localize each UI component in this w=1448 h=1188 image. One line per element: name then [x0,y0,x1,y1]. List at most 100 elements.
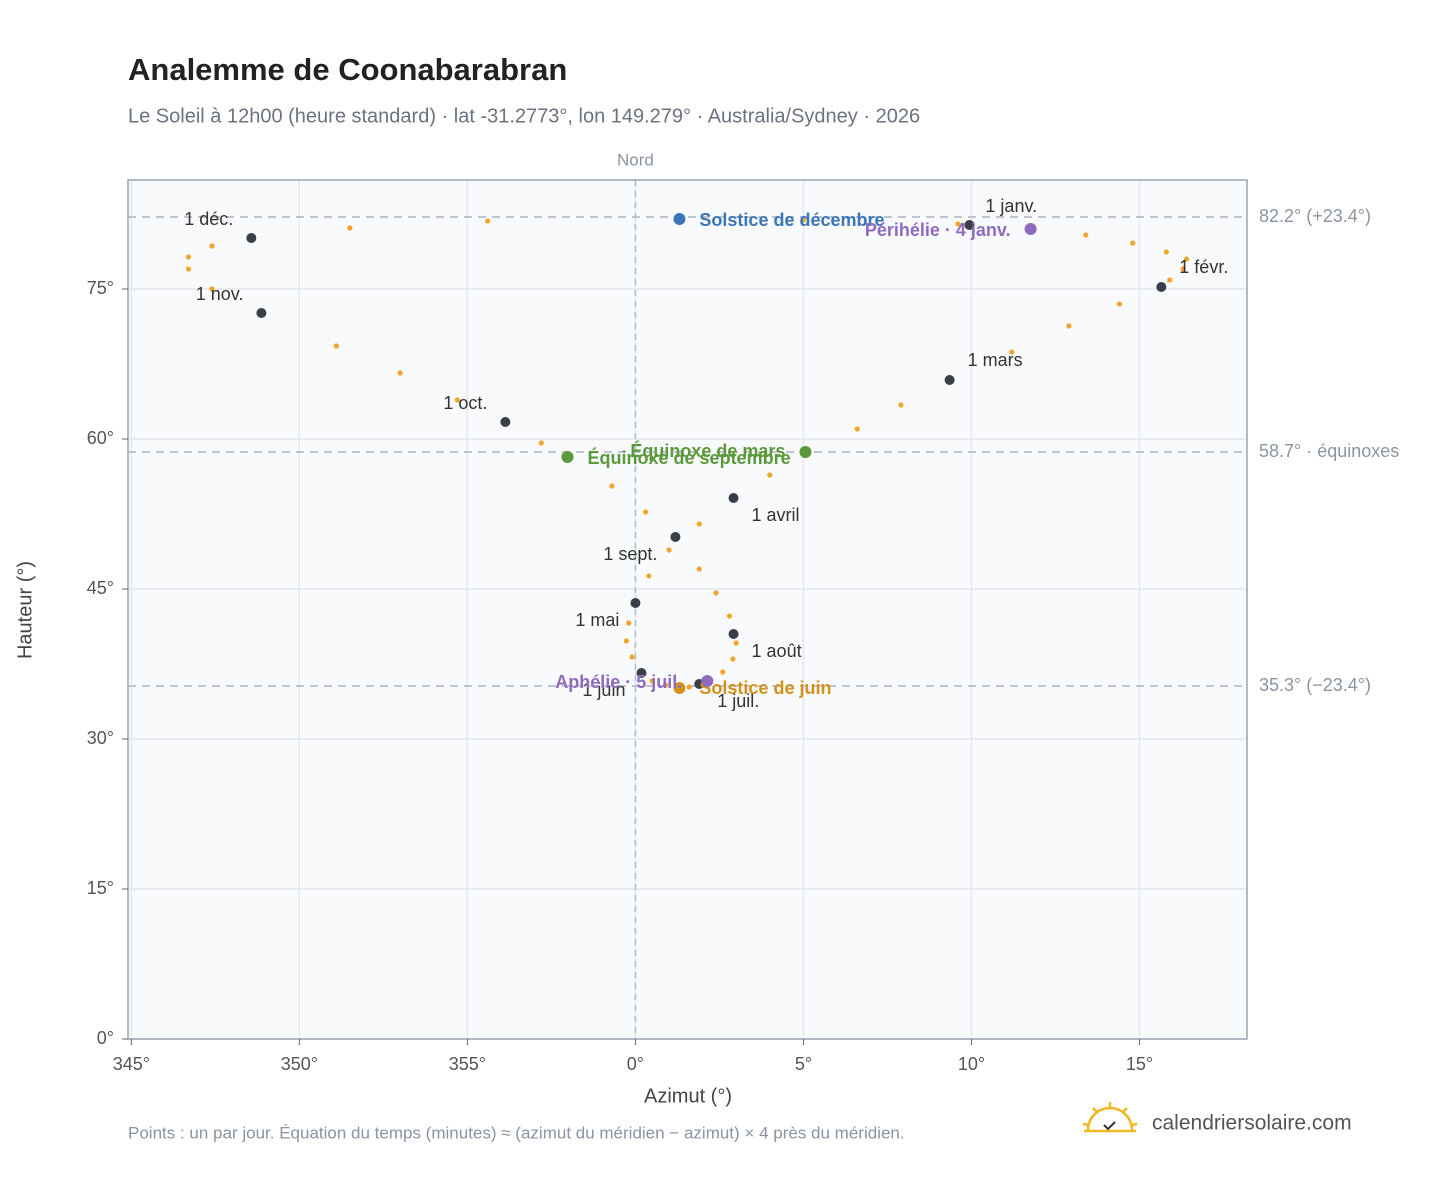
daily-point [767,472,773,478]
north-label: Nord [617,150,654,169]
daily-point [898,402,904,408]
event-label: Périhélie · 4 janv. [865,220,1011,240]
daily-point [209,243,215,249]
month-marker [500,417,511,427]
daily-point [726,613,733,619]
month-marker [670,532,681,542]
daily-point [646,573,652,579]
daily-point [800,217,807,223]
event-point [673,213,686,225]
daily-point [1116,301,1122,307]
event-label: Aphélie · 5 juil. [555,672,682,692]
event-point [673,682,686,694]
daily-point [454,397,460,403]
daily-point [629,654,635,660]
month-label: 1 sept. [603,544,657,564]
daily-point [626,620,632,626]
reference-label: 58.7° · équinoxes [1259,441,1399,461]
chart-title: Analemme de Coonabarabran [128,52,567,87]
daily-point [1130,240,1136,246]
reference-label: 82.2° (+23.4°) [1259,206,1371,226]
event-point [701,675,714,687]
footnote: Points : un par jour. Équation du temps … [128,1123,905,1142]
daily-point [347,225,353,231]
daily-point [484,218,491,224]
daily-point [1180,266,1186,272]
daily-point [666,547,672,553]
y-tick-label: 60° [87,428,114,448]
daily-point [696,521,702,527]
daily-point [397,370,403,376]
daily-point [609,483,615,489]
month-label: 1 mai [575,610,619,630]
plot-area [128,180,1247,1039]
x-tick-label: 345° [113,1054,150,1074]
brand-name: calendriersolaire.com [1152,1112,1352,1135]
month-label: 1 avril [752,505,800,525]
month-label: 1 oct. [443,393,487,413]
month-label: 1 juil. [717,691,759,711]
daily-point [1163,249,1169,255]
daily-point [713,590,719,596]
month-marker [964,220,975,230]
daily-point [333,343,339,349]
daily-point [1183,256,1190,262]
daily-point [185,254,192,260]
daily-point [663,682,669,688]
month-marker [944,375,955,385]
y-tick-label: 30° [87,728,114,748]
x-tick-label: 5° [795,1054,812,1074]
daily-point [730,656,736,662]
event-label: Solstice de juin [699,678,831,698]
x-tick-label: 350° [281,1054,318,1074]
daily-point [686,684,692,690]
daily-point [538,440,544,446]
month-label: 1 mars [968,350,1023,370]
daily-point [1167,277,1173,283]
y-tick-label: 15° [87,878,114,898]
event-label: Solstice de décembre [699,210,884,230]
y-tick-label: 45° [87,578,114,598]
y-axis-label: Hauteur (°) [14,561,36,659]
daily-point [649,678,655,684]
daily-point [1083,232,1089,238]
month-marker [630,598,641,608]
month-marker [256,308,267,318]
month-marker [1156,282,1167,292]
daily-point [955,221,961,227]
daily-point [623,638,629,644]
month-label: 1 août [752,641,802,661]
month-label: 1 janv. [985,196,1037,216]
y-tick-label: 75° [87,278,114,298]
x-tick-label: 355° [449,1054,486,1074]
x-tick-label: 15° [1126,1054,1153,1074]
month-marker [246,233,257,243]
month-label: 1 nov. [196,284,244,304]
event-point [561,451,574,463]
x-tick-label: 0° [627,1054,644,1074]
event-label: Équinoxe de septembre [588,447,791,468]
event-label: Équinoxe de mars [630,440,785,461]
daily-point [696,566,702,572]
reference-label: 35.3° (−23.4°) [1259,675,1371,695]
x-tick-label: 10° [958,1054,985,1074]
daily-point [185,266,192,272]
daily-point [854,426,860,432]
month-label: 1 févr. [1179,257,1228,277]
chart-subtitle: Le Soleil à 12h00 (heure standard) · lat… [128,105,920,127]
month-marker [728,493,739,503]
daily-point [720,669,726,675]
month-label: 1 déc. [184,209,233,229]
y-tick-label: 0° [97,1028,114,1048]
event-point [1024,223,1037,235]
daily-point [1066,323,1072,329]
daily-point [1009,349,1015,355]
plot-frame [127,179,1248,1040]
event-point [799,446,812,458]
month-label: 1 juin [582,680,625,700]
month-marker [636,668,647,678]
month-marker [728,629,739,639]
x-axis-label: Azimut (°) [644,1085,732,1107]
daily-point [642,509,649,515]
